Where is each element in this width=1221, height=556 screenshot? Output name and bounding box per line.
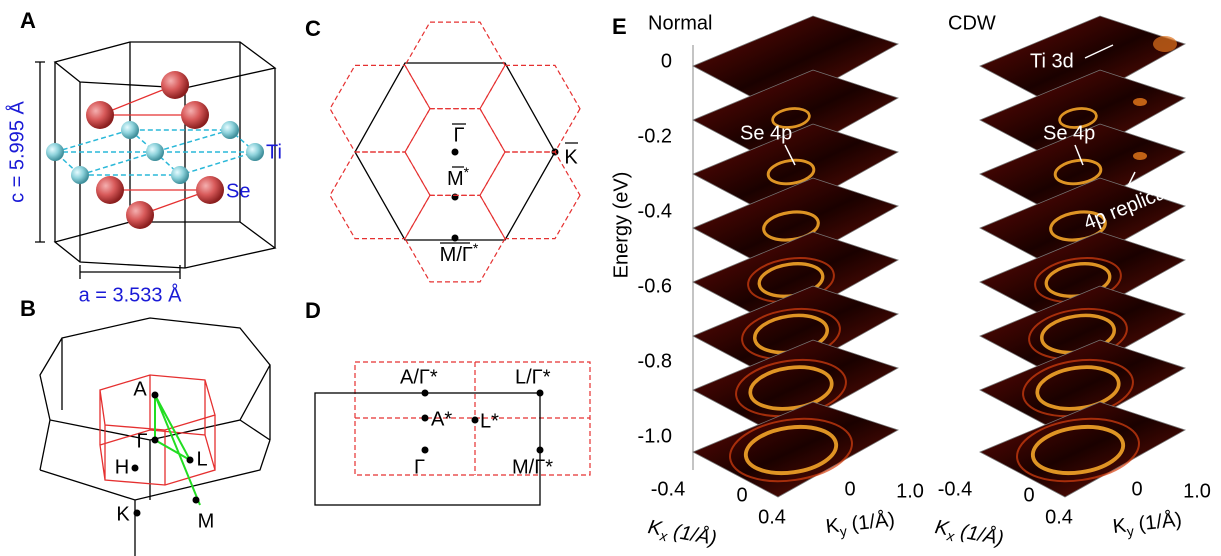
slice-plane — [693, 402, 898, 497]
point-label: M* — [447, 164, 470, 191]
points — [452, 149, 559, 242]
point-label: A — [133, 378, 147, 400]
point-label: A/Γ* — [400, 366, 438, 388]
se-label: Se — [226, 180, 250, 202]
energy-ticks: 0 -0.2 -0.4 -0.6 -0.8 -1.0 — [638, 50, 672, 447]
panel-label: E — [612, 14, 627, 39]
unit: (1/Å) — [845, 508, 896, 536]
ky-label: Ky (1/Å) — [1112, 508, 1184, 541]
unit: (1/Å) — [953, 519, 1005, 550]
energy-tick: -0.4 — [638, 200, 672, 222]
replica — [1133, 98, 1147, 106]
ky-label: Ky (1/Å) — [825, 508, 897, 541]
panel-label: A — [20, 8, 36, 33]
point-label: M — [198, 510, 215, 532]
kx-tick: 0.4 — [758, 506, 786, 528]
page: Figure {"panel_labels": ["A", "B", "C", … — [0, 0, 1221, 556]
point-label: Γ — [136, 430, 147, 452]
energy-tick: -0.8 — [638, 350, 672, 372]
panel-label: C — [305, 16, 321, 41]
point-label: K — [564, 146, 578, 168]
zone-cut: A/Γ* L/Γ* A* L* Γ M/Γ* — [315, 362, 590, 505]
kx-label: Kx (1/Å) — [646, 515, 719, 552]
unit: (1/Å) — [666, 519, 718, 550]
ky-tick: 0 — [1131, 478, 1142, 500]
path-lines — [155, 395, 200, 505]
point-label: Γ — [414, 456, 425, 478]
slice — [693, 402, 898, 497]
panel-title: CDW — [948, 12, 996, 34]
ti-feature — [1153, 36, 1177, 52]
dashed-hexagon — [405, 22, 505, 109]
annotation: Ti 3d — [1030, 50, 1074, 72]
kx-tick: -0.4 — [651, 478, 685, 500]
kx-tick: 0 — [736, 484, 747, 506]
annotation: Se 4p — [1043, 122, 1095, 144]
slice-plane — [980, 402, 1185, 497]
point-label: Γ — [453, 124, 464, 146]
arpes-stacks — [693, 16, 1185, 497]
point-label: L/Γ* — [515, 366, 551, 388]
kx-label: Kx (1/Å) — [933, 515, 1006, 552]
point-label: A* — [431, 408, 452, 430]
point-label: H — [115, 456, 129, 478]
point-label: M/Γ* — [440, 240, 479, 267]
ky-tick: 1.0 — [896, 480, 924, 502]
energy-tick: 0 — [661, 50, 672, 72]
ky-tick: 0 — [844, 478, 855, 500]
energy-tick: -1.0 — [638, 425, 672, 447]
crystal: c = 5.995 Å a = 3.533 Å Ti Se — [5, 42, 282, 306]
body: A B C D E c = 5.995 Å a = 3.533 Å Ti Se … — [0, 0, 1221, 556]
unit: (1/Å) — [1132, 508, 1183, 536]
kx-tick: 0 — [1023, 484, 1034, 506]
point-label: L — [196, 448, 207, 470]
panel-label: D — [305, 298, 321, 323]
kx-tick: -0.4 — [938, 478, 972, 500]
point-label: M/Γ* — [512, 456, 553, 478]
panel-title: Normal — [648, 12, 712, 34]
energy-tick: -0.6 — [638, 275, 672, 297]
replica — [1133, 152, 1147, 160]
figure: A B C D E c = 5.995 Å a = 3.533 Å Ti Se … — [0, 0, 1221, 556]
c-label: c = 5.995 Å — [5, 100, 28, 202]
zone-2d: Γ M* K M/Γ* — [330, 22, 580, 282]
energy-label: Energy (eV) — [610, 172, 632, 279]
a-label: a = 3.533 Å — [79, 283, 183, 306]
annotation: Se 4p — [740, 122, 792, 144]
dimension-lines — [35, 62, 180, 279]
kx-tick: 0.4 — [1045, 506, 1073, 528]
panel-label: B — [20, 296, 36, 321]
cell-bottom — [55, 222, 275, 268]
ky-tick: 1.0 — [1183, 480, 1211, 502]
point-label: K — [116, 503, 130, 525]
point-label: L* — [480, 410, 499, 432]
slice — [980, 402, 1185, 497]
brillouin-zone: A Γ H L K M — [40, 318, 270, 556]
ti-label: Ti — [266, 141, 282, 163]
energy-tick: -0.2 — [638, 125, 672, 147]
